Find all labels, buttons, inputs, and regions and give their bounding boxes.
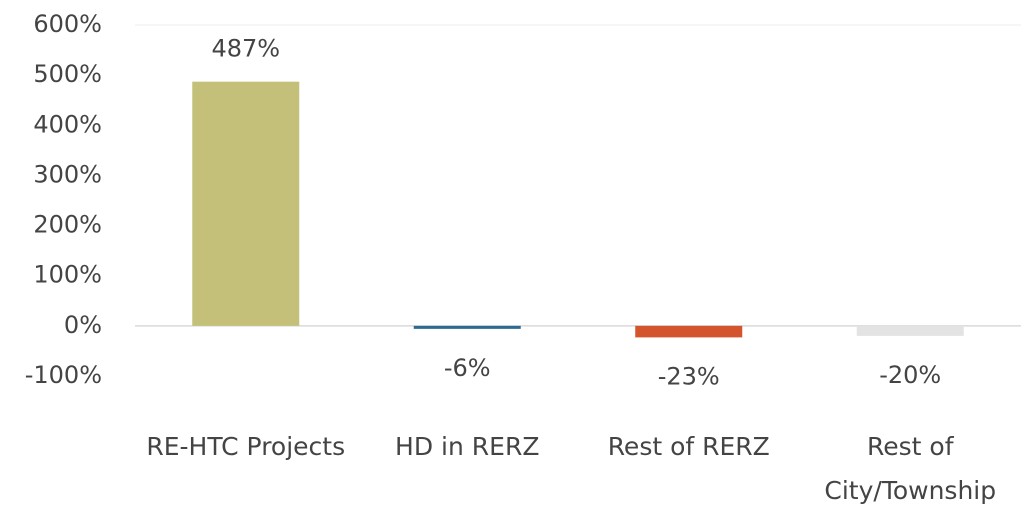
y-tick-label: 500% — [33, 60, 102, 88]
y-tick-label: 100% — [33, 261, 102, 289]
value-label: -20% — [879, 361, 941, 389]
bar — [635, 325, 743, 338]
x-tick-label: RE-HTC Projects — [146, 432, 346, 461]
x-tick-label: Rest of City/Township — [824, 432, 997, 505]
x-tick-label: Rest of RERZ — [607, 432, 770, 461]
value-label: 487% — [211, 35, 280, 63]
y-tick-label: 600% — [33, 10, 102, 38]
bar — [856, 325, 964, 336]
bar — [192, 81, 300, 326]
y-tick-label: -100% — [25, 361, 102, 389]
y-tick-label: 400% — [33, 110, 102, 138]
y-tick-label: 0% — [64, 311, 102, 339]
value-label: -23% — [658, 362, 720, 390]
y-tick-label: 200% — [33, 211, 102, 239]
x-tick-label: HD in RERZ — [395, 432, 540, 461]
bar — [413, 325, 521, 329]
value-label: -6% — [444, 354, 491, 382]
y-tick-label: 300% — [33, 160, 102, 188]
